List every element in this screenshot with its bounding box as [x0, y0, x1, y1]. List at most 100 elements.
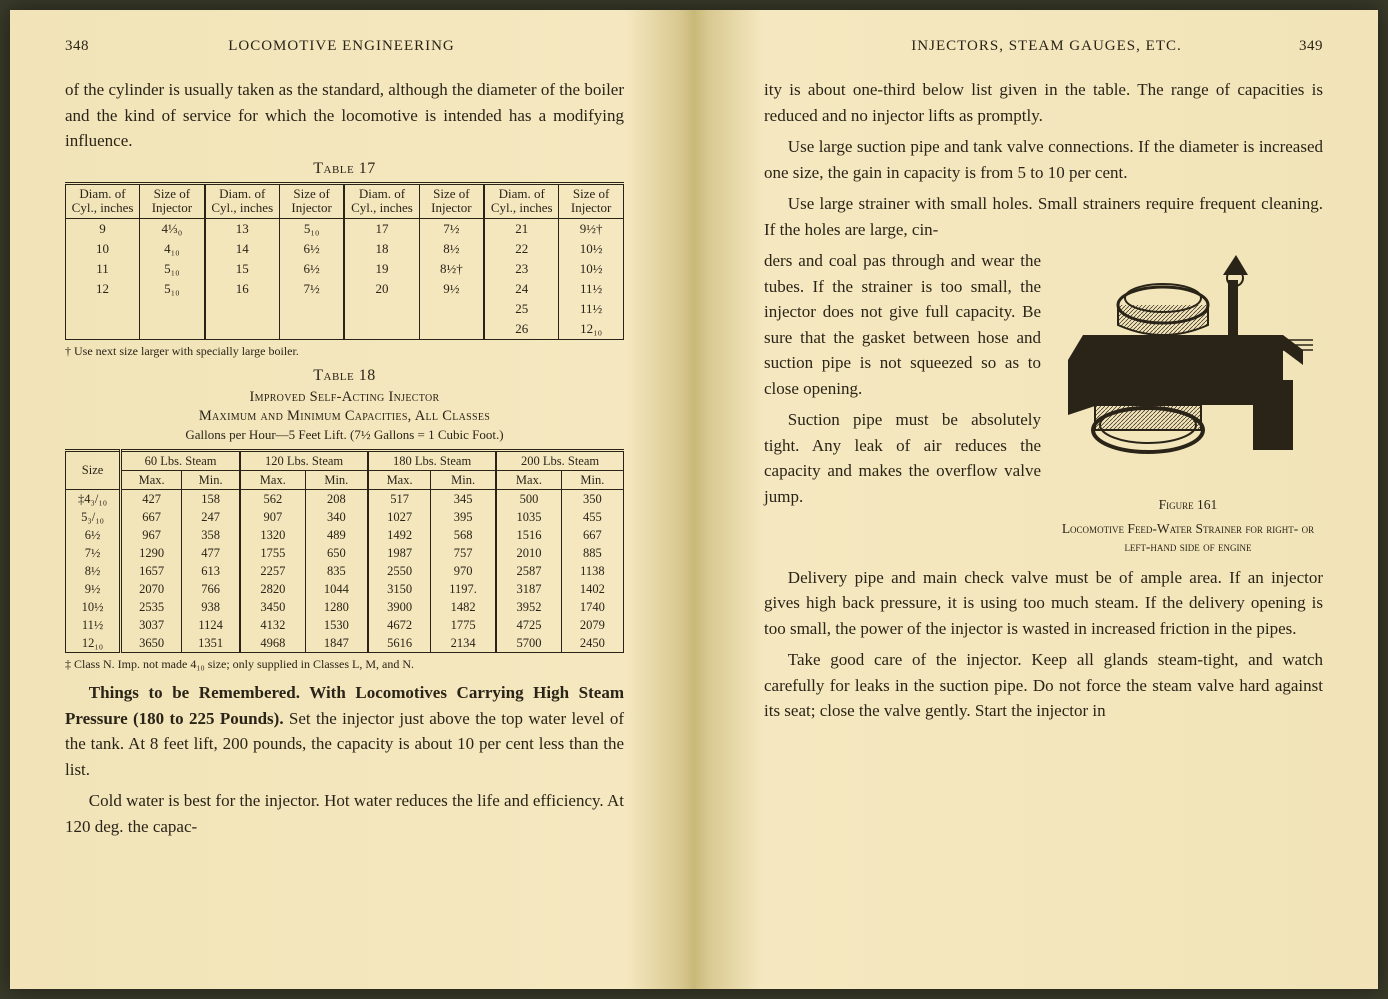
- t18-cell: 455: [561, 508, 623, 526]
- t18-group-60: 60 Lbs. Steam: [121, 451, 240, 471]
- t17-cell: 9½: [419, 279, 484, 299]
- t17-cell: 17: [344, 219, 419, 240]
- t17-cell: 8½: [419, 239, 484, 259]
- t18-cell: 3900: [368, 598, 430, 616]
- t17-cell: 11: [66, 259, 140, 279]
- t18-cell: 1197.: [431, 580, 497, 598]
- t18-cell: 1987: [368, 544, 430, 562]
- t17-cell: 15: [205, 259, 280, 279]
- table18-sub1: Improved Self-Acting Injector: [65, 389, 624, 406]
- t18-cell: 667: [121, 508, 182, 526]
- t18-group-200: 200 Lbs. Steam: [496, 451, 623, 471]
- table17-caption: Table 17: [65, 160, 624, 178]
- t18-cell: 1124: [182, 616, 240, 634]
- t17-cell: [205, 299, 280, 319]
- t17-cell: 14: [205, 239, 280, 259]
- t17-cell: 23: [484, 259, 559, 279]
- t18-cell: 500: [496, 490, 561, 509]
- t18-cell: 1755: [240, 544, 305, 562]
- t18-cell: 2587: [496, 562, 561, 580]
- t18-cell: 340: [305, 508, 368, 526]
- t17-cell: 12₁₀: [559, 319, 624, 340]
- t17-header: Diam. of Cyl., inches: [344, 183, 419, 219]
- page-right: INJECTORS, STEAM GAUGES, ETC. 349 ity is…: [694, 10, 1378, 989]
- t18-cell: 4725: [496, 616, 561, 634]
- para-cylinder: of the cylinder is usually taken as the …: [65, 77, 624, 154]
- t18-cell: 6½: [66, 526, 121, 544]
- strainer-illustration: [1053, 250, 1323, 490]
- t17-cell: [279, 299, 344, 319]
- t18-cell: 5700: [496, 634, 561, 653]
- book-spread: 348 LOCOMOTIVE ENGINEERING of the cylind…: [10, 10, 1378, 989]
- t18-cell: 345: [431, 490, 497, 509]
- t18-cell: 350: [561, 490, 623, 509]
- t18-cell: 2257: [240, 562, 305, 580]
- t18-cell: 970: [431, 562, 497, 580]
- t17-cell: 13: [205, 219, 280, 240]
- t17-cell: [66, 299, 140, 319]
- table17-footnote: † Use next size larger with specially la…: [65, 344, 624, 359]
- t17-cell: [140, 319, 205, 340]
- page-number: 348: [65, 38, 89, 55]
- t17-cell: 20: [344, 279, 419, 299]
- t17-cell: 6½: [279, 239, 344, 259]
- t18-cell: 2079: [561, 616, 623, 634]
- t18-cell: 1027: [368, 508, 430, 526]
- table18-caption: Table 18: [65, 367, 624, 385]
- t17-header: Size of Injector: [419, 183, 484, 219]
- t18-cell: 667: [561, 526, 623, 544]
- t18-cell: 489: [305, 526, 368, 544]
- t18-cell: 2010: [496, 544, 561, 562]
- t17-cell: 10½: [559, 239, 624, 259]
- t18-cell: 5₃/₁₀: [66, 508, 121, 526]
- t18-cell: 3952: [496, 598, 561, 616]
- para-suction-pipe: Use large suction pipe and tank valve co…: [764, 134, 1323, 185]
- t17-header: Diam. of Cyl., inches: [484, 183, 559, 219]
- t18-cell: 517: [368, 490, 430, 509]
- t18-cell: 158: [182, 490, 240, 509]
- t17-header: Size of Injector: [279, 183, 344, 219]
- table18-footnote: ‡ Class N. Imp. not made 4₁₀ size; only …: [65, 657, 624, 672]
- t18-cell: 5616: [368, 634, 430, 653]
- t17-cell: 5₁₀: [140, 279, 205, 299]
- figure-161: Figure 161 Locomotive Feed-Water Straine…: [1053, 250, 1323, 557]
- figure-caption: Locomotive Feed-Water Strainer for right…: [1053, 520, 1323, 556]
- t18-cell: 1138: [561, 562, 623, 580]
- t17-cell: 26: [484, 319, 559, 340]
- t17-cell: [66, 319, 140, 340]
- t17-cell: 5₁₀: [279, 219, 344, 240]
- t18-cell: 358: [182, 526, 240, 544]
- t18-cell: 835: [305, 562, 368, 580]
- t17-cell: 25: [484, 299, 559, 319]
- t18-cell: 11½: [66, 616, 121, 634]
- t17-cell: 4₁₀: [140, 239, 205, 259]
- running-head-right: INJECTORS, STEAM GAUGES, ETC. 349: [764, 38, 1323, 55]
- t18-cell: 477: [182, 544, 240, 562]
- page-head-title: LOCOMOTIVE ENGINEERING: [228, 38, 455, 55]
- t18-cell: 1044: [305, 580, 368, 598]
- table-18: Size 60 Lbs. Steam 120 Lbs. Steam 180 Lb…: [65, 449, 624, 653]
- t18-cell: 2070: [121, 580, 182, 598]
- t18-cell: 1657: [121, 562, 182, 580]
- t18-cell: 1492: [368, 526, 430, 544]
- t18-cell: 3037: [121, 616, 182, 634]
- t17-cell: 7½: [419, 219, 484, 240]
- running-head-left: 348 LOCOMOTIVE ENGINEERING: [65, 38, 624, 55]
- t18-cell: 1530: [305, 616, 368, 634]
- t18-subhead: Min.: [182, 471, 240, 490]
- t17-cell: 24: [484, 279, 559, 299]
- t18-cell: 1482: [431, 598, 497, 616]
- table-17: Diam. of Cyl., inchesSize of InjectorDia…: [65, 182, 624, 341]
- t17-cell: [279, 319, 344, 340]
- page-left: 348 LOCOMOTIVE ENGINEERING of the cylind…: [10, 10, 694, 989]
- table18-sub2: Maximum and Minimum Capacities, All Clas…: [65, 408, 624, 425]
- para-care: Take good care of the injector. Keep all…: [764, 647, 1323, 724]
- t18-cell: 4968: [240, 634, 305, 653]
- t18-group-180: 180 Lbs. Steam: [368, 451, 496, 471]
- t18-size-head: Size: [66, 451, 121, 490]
- t18-cell: 938: [182, 598, 240, 616]
- t17-cell: 8½†: [419, 259, 484, 279]
- para-cold-water: Cold water is best for the injector. Hot…: [65, 788, 624, 839]
- t18-cell: 3450: [240, 598, 305, 616]
- t18-cell: 1775: [431, 616, 497, 634]
